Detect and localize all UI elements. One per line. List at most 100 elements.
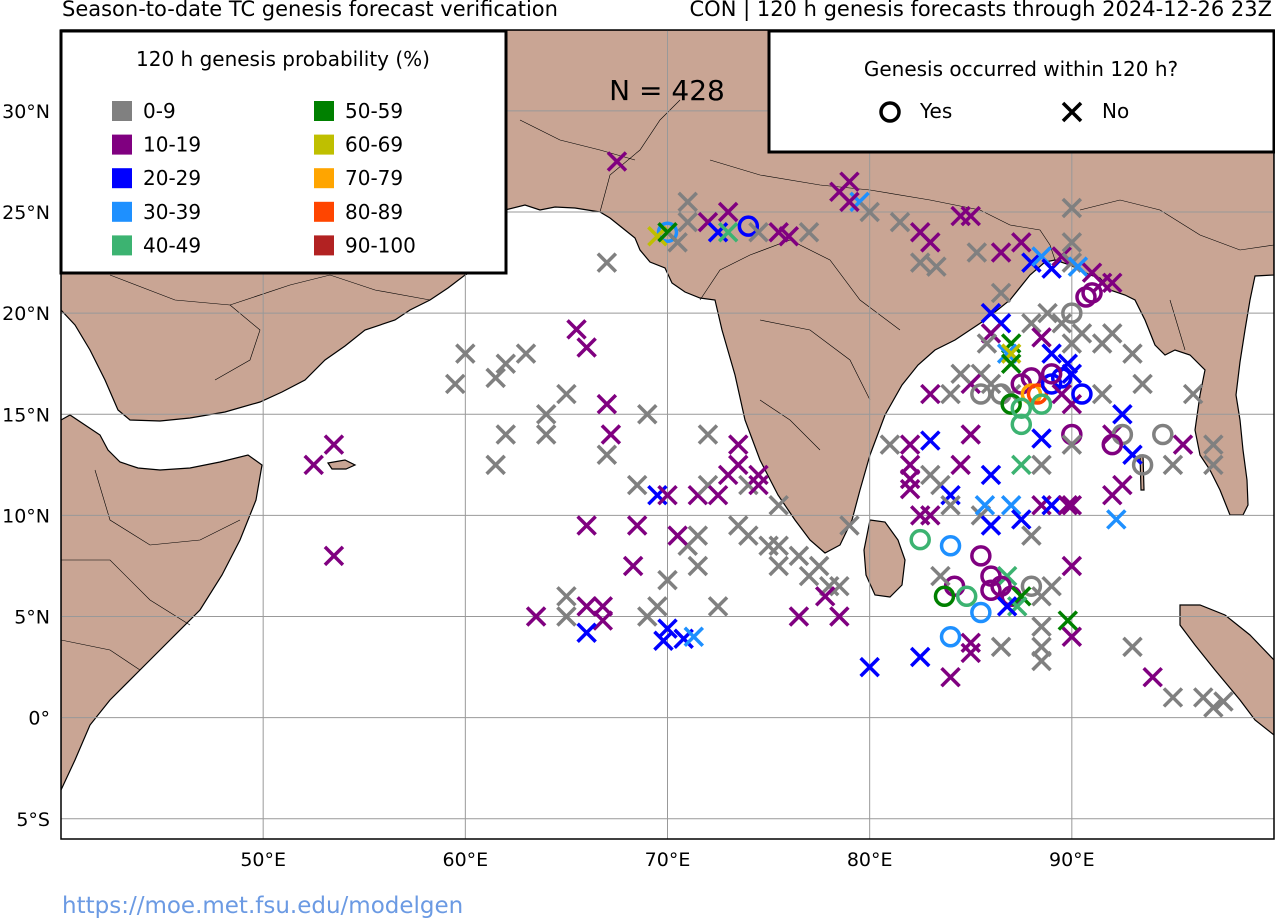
legend-swatch <box>112 134 132 155</box>
genesis-no-marker <box>525 606 547 627</box>
legend-bin-label: 40-49 <box>143 233 201 257</box>
genesis-no-marker <box>1061 626 1083 647</box>
genesis-no-marker <box>1011 509 1032 530</box>
genesis-no-marker <box>940 495 961 516</box>
lat-tick-label: 20°N <box>2 303 50 325</box>
genesis-no-marker <box>556 383 577 405</box>
genesis-yes-marker <box>939 626 962 648</box>
border-line <box>214 304 261 381</box>
genesis-yes-marker <box>970 383 992 405</box>
genesis-no-marker <box>626 474 648 496</box>
genesis-no-marker <box>1057 495 1079 516</box>
genesis-no-marker <box>576 622 597 643</box>
genesis-no-marker <box>687 525 709 546</box>
genesis-no-marker <box>677 191 698 213</box>
genesis-no-marker <box>1031 616 1052 637</box>
genesis-no-marker <box>566 319 587 340</box>
genesis-no-marker <box>1021 252 1042 273</box>
genesis-no-marker <box>1182 383 1204 405</box>
genesis-no-marker <box>1061 393 1083 415</box>
lat-tick-label: 15°N <box>2 404 50 426</box>
genesis-yes-marker <box>737 215 760 237</box>
genesis-no-marker <box>707 596 729 617</box>
genesis-no-marker <box>576 515 597 536</box>
genesis-no-marker <box>909 252 931 273</box>
genesis-no-marker <box>960 424 981 445</box>
legend-swatch <box>112 101 132 121</box>
genesis-yes-marker <box>1020 575 1043 597</box>
genesis-no-marker <box>930 565 951 587</box>
genesis-no-marker <box>748 222 769 243</box>
genesis-yes-marker <box>933 585 956 608</box>
border-line <box>1079 199 1274 251</box>
genesis-no-marker <box>950 363 971 385</box>
genesis-no-marker <box>1106 509 1127 530</box>
genesis-no-marker <box>1067 256 1089 277</box>
genesis-no-marker <box>1142 666 1163 688</box>
legend-bin-label: 60-69 <box>345 133 403 157</box>
genesis-no-marker <box>576 596 597 617</box>
border-line <box>1009 224 1056 261</box>
genesis-no-marker <box>1122 636 1143 658</box>
legend-bin-label: 50-59 <box>345 99 403 123</box>
genesis-no-marker <box>909 505 931 526</box>
genesis-no-marker <box>738 525 759 546</box>
genesis-yes-marker <box>1030 393 1053 415</box>
genesis-yes-marker <box>1010 413 1033 436</box>
genesis-no-marker <box>768 495 789 516</box>
no-cross-icon <box>1061 101 1083 123</box>
genesis-no-marker <box>637 404 658 425</box>
genesis-no-marker <box>996 596 1018 617</box>
genesis-yes-marker <box>970 601 992 624</box>
genesis-no-marker <box>1061 197 1083 219</box>
legend-yes-label: Yes <box>919 99 952 123</box>
genesis-no-marker <box>990 282 1012 304</box>
legend-swatch <box>314 134 334 155</box>
genesis-no-marker <box>697 424 719 445</box>
genesis-no-marker <box>1213 691 1234 712</box>
legend-swatch <box>314 168 334 189</box>
genesis-no-marker <box>920 383 941 405</box>
genesis-no-marker <box>1021 525 1042 546</box>
sri-lanka <box>863 519 906 598</box>
genesis-no-marker <box>667 525 688 546</box>
genesis-no-marker <box>1162 687 1184 708</box>
landmass-africa <box>61 414 263 791</box>
genesis-no-marker <box>637 606 658 627</box>
genesis-no-marker <box>1031 650 1052 672</box>
legend-swatch <box>314 101 334 121</box>
genesis-no-marker <box>748 474 769 496</box>
genesis-no-marker <box>859 656 880 678</box>
genesis-no-marker <box>1031 428 1052 449</box>
genesis-no-marker <box>990 636 1012 658</box>
genesis-no-marker <box>778 226 800 247</box>
map-frame <box>60 29 1275 840</box>
genesis-yes-marker <box>1000 393 1022 415</box>
genesis-no-marker <box>1031 327 1052 348</box>
legend-swatch <box>314 235 334 256</box>
lon-tick-label: 90°E <box>1049 849 1095 871</box>
source-link[interactable]: https://moe.met.fsu.edu/modelgen <box>62 893 464 919</box>
lon-tick-label: 60°E <box>442 849 488 871</box>
genesis-no-marker <box>980 464 1002 486</box>
genesis-no-marker <box>974 495 996 516</box>
genesis-no-marker <box>600 424 622 445</box>
genesis-no-marker <box>798 222 820 243</box>
genesis-yes-marker <box>1152 423 1174 446</box>
genesis-no-marker <box>455 343 476 364</box>
genesis-no-marker <box>1057 610 1079 631</box>
genesis-no-marker <box>495 353 517 374</box>
genesis-no-marker <box>1203 697 1224 718</box>
border-line <box>699 239 901 331</box>
genesis-no-marker <box>839 171 860 192</box>
border-line <box>759 399 821 451</box>
genesis-no-marker <box>677 211 698 233</box>
genesis-no-marker <box>683 626 705 647</box>
genesis-no-marker <box>1000 353 1022 374</box>
genesis-no-marker <box>1011 454 1032 476</box>
genesis-no-marker <box>788 545 810 567</box>
legend-swatch <box>112 235 132 256</box>
genesis-no-marker <box>556 586 577 607</box>
genesis-no-marker <box>1112 404 1133 425</box>
lat-tick-label: 30°N <box>2 101 50 123</box>
